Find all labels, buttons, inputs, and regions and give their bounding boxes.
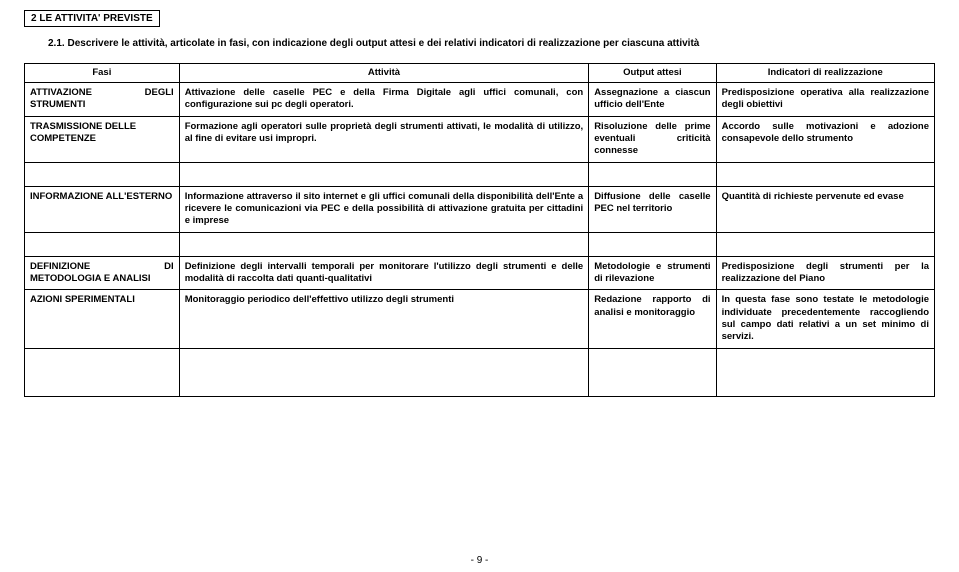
- cell-attivita: Formazione agli operatori sulle propriet…: [179, 116, 589, 162]
- cell-indicatori: Predisposizione operativa alla realizzaz…: [716, 82, 934, 116]
- table-row: AZIONI SPERIMENTALI Monitoraggio periodi…: [25, 290, 935, 348]
- cell-fasi: ATTIVAZIONE DEGLI STRUMENTI: [25, 82, 180, 116]
- intro-number: 2.1.: [48, 38, 65, 49]
- cell-output: Redazione rapporto di analisi e monitora…: [589, 290, 716, 348]
- cell-fasi: DEFINIZIONE DI METODOLOGIA E ANALISI: [25, 256, 180, 290]
- intro-paragraph: 2.1. Descrivere le attività, articolate …: [48, 37, 935, 51]
- cell-fasi: TRASMISSIONE DELLE COMPETENZE: [25, 116, 180, 162]
- spacer-row: [25, 162, 935, 186]
- cell-indicatori: Predisposizione degli strumenti per la r…: [716, 256, 934, 290]
- table-row: TRASMISSIONE DELLE COMPETENZE Formazione…: [25, 116, 935, 162]
- header-fasi: Fasi: [25, 63, 180, 82]
- header-attivita: Attività: [179, 63, 589, 82]
- table-row: DEFINIZIONE DI METODOLOGIA E ANALISI Def…: [25, 256, 935, 290]
- cell-output: Metodologie e strumenti di rilevazione: [589, 256, 716, 290]
- cell-fasi: INFORMAZIONE ALL'ESTERNO: [25, 186, 180, 232]
- header-indicatori: Indicatori di realizzazione: [716, 63, 934, 82]
- cell-attivita: Attivazione delle caselle PEC e della Fi…: [179, 82, 589, 116]
- intro-text: Descrivere le attività, articolate in fa…: [67, 38, 699, 49]
- cell-attivita: Informazione attraverso il sito internet…: [179, 186, 589, 232]
- section-title-box: 2 LE ATTIVITA' PREVISTE: [24, 10, 160, 27]
- table-row: ATTIVAZIONE DEGLI STRUMENTI Attivazione …: [25, 82, 935, 116]
- cell-indicatori: Quantità di richieste pervenute ed evase: [716, 186, 934, 232]
- table-row: INFORMAZIONE ALL'ESTERNO Informazione at…: [25, 186, 935, 232]
- activities-table: Fasi Attività Output attesi Indicatori d…: [24, 63, 935, 397]
- page-container: 2 LE ATTIVITA' PREVISTE 2.1. Descrivere …: [0, 0, 959, 572]
- cell-attivita: Monitoraggio periodico dell'effettivo ut…: [179, 290, 589, 348]
- cell-fasi: AZIONI SPERIMENTALI: [25, 290, 180, 348]
- spacer-row: [25, 232, 935, 256]
- section-title: LE ATTIVITA' PREVISTE: [39, 13, 152, 24]
- table-header-row: Fasi Attività Output attesi Indicatori d…: [25, 63, 935, 82]
- spacer-row: [25, 348, 935, 396]
- cell-output: Risoluzione delle prime eventuali critic…: [589, 116, 716, 162]
- cell-attivita: Definizione degli intervalli temporali p…: [179, 256, 589, 290]
- cell-output: Diffusione delle caselle PEC nel territo…: [589, 186, 716, 232]
- cell-indicatori: Accordo sulle motivazioni e adozione con…: [716, 116, 934, 162]
- cell-output: Assegnazione a ciascun ufficio dell'Ente: [589, 82, 716, 116]
- header-output: Output attesi: [589, 63, 716, 82]
- page-number: - 9 -: [0, 555, 959, 566]
- section-number: 2: [31, 13, 37, 24]
- cell-indicatori: In questa fase sono testate le metodolog…: [716, 290, 934, 348]
